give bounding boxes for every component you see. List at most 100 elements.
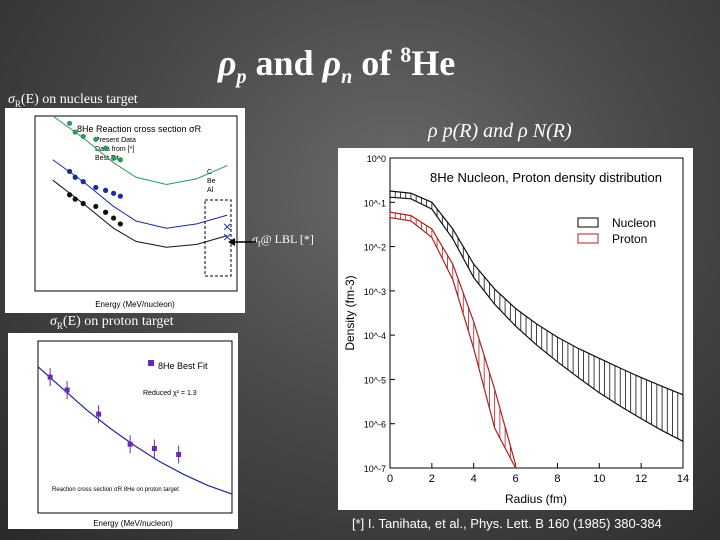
xtick-label-5: 10 [593, 473, 605, 485]
title-nucleus: 8He Reaction cross section σR [77, 124, 202, 134]
point-2-2 [80, 200, 86, 207]
point-0-6 [117, 157, 123, 163]
point-proton-5 [176, 452, 182, 458]
point-2-3 [93, 203, 99, 210]
xlabel-proton: Energy (MeV/nucleon) [93, 519, 173, 528]
chart-nucleus: 8He Reaction cross section σR Present Da… [5, 108, 245, 313]
ytick-label-2: 10^-2 [364, 243, 386, 253]
slide-title: ρp and ρn of 8He [218, 42, 455, 89]
frame-proton [37, 340, 233, 514]
xtick-label-2: 4 [471, 473, 477, 485]
band-1 [389, 211, 517, 469]
point-2-0 [66, 192, 73, 198]
legend-swatch-proton-target [148, 360, 154, 366]
title-and: and [246, 43, 323, 83]
frame-density [389, 157, 684, 469]
point-1-6 [117, 193, 123, 199]
xtick-label-1: 2 [429, 473, 435, 485]
point-1-2 [80, 179, 86, 185]
title-sub-p: p [236, 66, 247, 89]
xtick-label-4: 8 [554, 473, 560, 485]
reference: [*] I. Tanihata, et al., Phys. Lett. B 1… [352, 516, 662, 531]
point-1-3 [93, 184, 99, 191]
title-of: of [352, 43, 401, 83]
point-2-5 [110, 215, 117, 221]
frame-nucleus [34, 115, 238, 292]
xtick-label-3: 6 [513, 473, 519, 485]
xlabel-density: Radius (fm) [505, 492, 567, 506]
point-proton-1 [64, 387, 70, 393]
legend-proton: Proton [612, 232, 647, 246]
ytick-label-5: 10^-5 [364, 375, 386, 385]
legend-nucleus: Present Data Data from [*] Best Fit C Be… [95, 137, 216, 194]
marks-nucleus [52, 115, 231, 248]
legend-item-3: C [207, 169, 212, 176]
sigma-sub-2: R [56, 320, 63, 331]
marks-proton [37, 360, 233, 495]
annotation-proton: Reduced χ² = 1.3 [143, 390, 197, 397]
chart-proton: 8He Best Fit Reduced χ² = 1.3 Reaction c… [8, 333, 238, 529]
xtick-label-7: 14 [677, 473, 689, 485]
sigma-3: σ [252, 232, 258, 246]
point-proton-0 [47, 374, 53, 380]
legend-item-5: Al [207, 187, 214, 194]
sigma-sub-1: R [14, 98, 21, 109]
title-element: He [411, 43, 456, 83]
ylabel-density: Density (fm-3) [343, 275, 357, 350]
point-proton-2 [96, 411, 102, 417]
label-sigma-i: σI@ LBL [*] [252, 232, 314, 248]
point-1-1 [72, 174, 78, 180]
label-proton-target: σR(E) on proton target [50, 314, 173, 331]
point-1-5 [110, 190, 117, 196]
title-density: 8He Nucleon, Proton density distribution [430, 170, 662, 185]
legend-item-1: Data from [*] [95, 146, 134, 153]
title-rho: ρ [218, 43, 237, 83]
point-2-1 [72, 196, 78, 202]
marks-density: 0 2 4 6 8 10 12 14 10^0 10^-1 10^-2 10^-3 10^-4 10^-5… [364, 154, 689, 485]
arrow-icon [228, 238, 256, 246]
note-proton: Reaction cross section σR 8He on proton … [52, 487, 179, 493]
xtick-label-0: 0 [387, 473, 393, 485]
sigma-1: σ [8, 92, 15, 107]
fit-line-1 [52, 159, 228, 229]
point-0-4 [102, 145, 109, 151]
legend-item-2: Best Fit [95, 155, 119, 162]
legend-density: Nucleon Proton [577, 216, 656, 246]
title-rho-2: ρ [322, 43, 342, 83]
ytick-label-4: 10^-4 [364, 331, 386, 341]
label-proton-text: (E) on proton target [62, 314, 174, 329]
label-lbl-text: @ LBL [*] [260, 232, 314, 246]
rho-label: ρ p(R) and ρ N(R) [428, 120, 572, 142]
point-proton-3 [127, 441, 133, 447]
point-0-1 [72, 129, 78, 135]
point-0-0 [66, 120, 73, 126]
legend-nucleon: Nucleon [612, 216, 656, 230]
point-1-0 [66, 168, 73, 175]
legend-swatch-nucleon [577, 217, 599, 228]
point-0-5 [110, 155, 117, 161]
sigma-sub-3: I [257, 239, 261, 249]
title-mass: 8 [400, 42, 412, 67]
ytick-label-7: 10^-7 [364, 464, 386, 474]
point-2-6 [117, 221, 123, 227]
chart-density: 8He Nucleon, Proton density distribution… [338, 148, 693, 510]
title-proton: 8He Best Fit [158, 361, 208, 371]
lbl-box [204, 199, 232, 277]
xlabel-nucleus: Energy (MeV/nucleon) [95, 300, 175, 309]
point-2-4 [102, 209, 109, 215]
title-sub-n: n [341, 66, 353, 89]
sigma-2: σ [50, 314, 57, 329]
xtick-label-6: 12 [635, 473, 647, 485]
legend-swatch-proton [577, 233, 599, 244]
lbl-point-1 [223, 233, 231, 241]
legend-item-0: Present Data [95, 137, 136, 144]
ytick-label-1: 10^-1 [364, 198, 386, 208]
ytick-label-3: 10^-3 [364, 287, 386, 297]
point-proton-4 [151, 446, 157, 451]
fit-line-2 [52, 179, 228, 248]
label-nucleus-target: σR(E) on nucleus target [8, 92, 138, 109]
point-0-2 [80, 133, 86, 140]
ytick-label-0: 10^0 [367, 154, 386, 164]
fit-line-proton [37, 366, 233, 495]
legend-item-4: Be [207, 178, 216, 185]
